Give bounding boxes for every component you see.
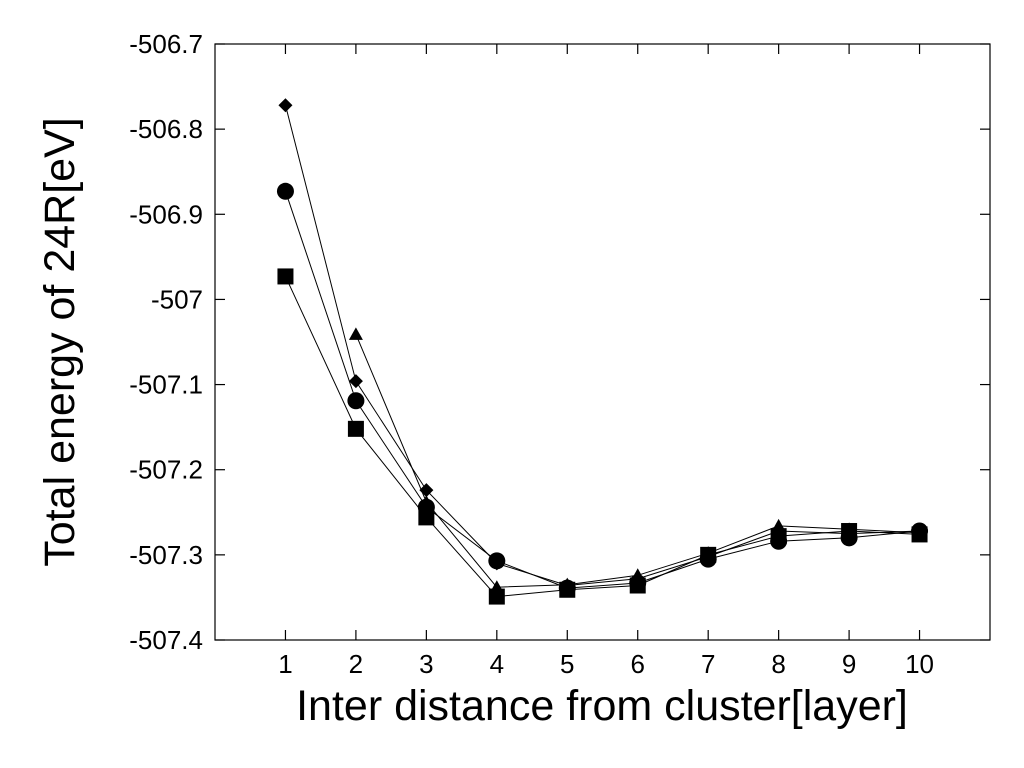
plot-frame [214,43,991,641]
x-axis-ticks: 1 2 3 4 5 6 7 8 9 10 [278,44,934,679]
y-tick-label: -506.8 [129,114,203,144]
point-triangle [630,568,645,581]
x-tick-label: 9 [842,649,856,679]
series-line-circle [285,191,920,589]
series-line-triangle [355,334,920,588]
series-markers [276,98,929,605]
point-circle [276,182,294,200]
series-line-diamond [285,105,920,587]
y-tick-label: -506.7 [129,29,203,59]
series-line-square [285,276,920,598]
point-diamond [348,374,363,389]
point-square [418,509,435,526]
x-tick-label: 4 [490,649,504,679]
series-lines [285,105,920,598]
x-tick-label: 6 [630,649,644,679]
point-triangle [489,580,504,593]
point-circle [488,552,506,570]
y-axis-label: Total energy of 24R[eV] [36,117,84,566]
x-tick-label: 8 [771,649,785,679]
point-triangle [771,518,786,532]
x-axis-label: Inter distance from cluster[layer] [296,682,908,730]
point-diamond [419,483,434,498]
point-triangle [348,327,363,340]
y-tick-label: -507.3 [129,540,203,570]
y-tick-label: -506.9 [129,199,203,229]
y-tick-label: -507.2 [129,455,203,485]
point-square [629,577,646,594]
point-circle [347,392,365,410]
point-triangle [842,522,857,535]
x-tick-label: 2 [349,649,363,679]
x-tick-label: 7 [701,649,715,679]
x-tick-label: 10 [905,649,934,679]
x-tick-label: 5 [560,649,574,679]
x-tick-label: 3 [419,649,433,679]
point-triangle [701,546,716,559]
y-tick-label: -507 [151,284,203,314]
point-square [347,420,364,437]
y-tick-label: -507.4 [129,625,203,655]
point-square [770,528,787,545]
point-diamond [278,98,293,113]
point-triangle [560,577,575,591]
y-tick-label: -507.1 [129,370,203,400]
point-triangle [419,495,434,508]
point-triangle [912,525,927,539]
x-tick-label: 1 [278,649,292,679]
point-square [277,268,294,285]
y-axis-ticks: -506.7 -506.8 -506.9 -507 -507.1 -507.2 -507.3… [129,29,990,655]
